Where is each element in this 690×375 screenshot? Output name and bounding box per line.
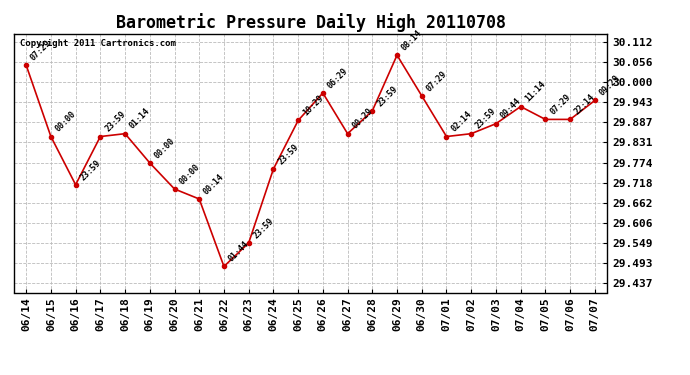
Text: 00:00: 00:00 (152, 136, 177, 160)
Text: 11:14: 11:14 (524, 80, 547, 104)
Text: 08:14: 08:14 (400, 28, 424, 53)
Text: 07:29: 07:29 (548, 93, 572, 117)
Text: 00:14: 00:14 (202, 172, 226, 196)
Text: 23:59: 23:59 (103, 110, 127, 134)
Text: 07:29: 07:29 (424, 69, 448, 93)
Text: 07:29: 07:29 (29, 38, 53, 62)
Text: 02:14: 02:14 (449, 110, 473, 134)
Title: Barometric Pressure Daily High 20110708: Barometric Pressure Daily High 20110708 (115, 13, 506, 32)
Text: 00:00: 00:00 (177, 162, 201, 186)
Text: 23:59: 23:59 (474, 107, 498, 131)
Text: 23:59: 23:59 (375, 84, 399, 108)
Text: 23:59: 23:59 (79, 158, 102, 182)
Text: 00:00: 00:00 (54, 110, 78, 134)
Text: Copyright 2011 Cartronics.com: Copyright 2011 Cartronics.com (20, 39, 176, 48)
Text: 09:29: 09:29 (598, 74, 622, 98)
Text: 00:29: 00:29 (351, 107, 375, 131)
Text: 22:14: 22:14 (573, 93, 597, 117)
Text: 01:44: 01:44 (227, 240, 250, 264)
Text: 23:59: 23:59 (276, 142, 300, 166)
Text: 09:44: 09:44 (499, 97, 523, 121)
Text: 01:14: 01:14 (128, 107, 152, 131)
Text: 10:29: 10:29 (301, 94, 325, 118)
Text: 06:29: 06:29 (326, 66, 350, 90)
Text: 23:59: 23:59 (251, 216, 275, 240)
